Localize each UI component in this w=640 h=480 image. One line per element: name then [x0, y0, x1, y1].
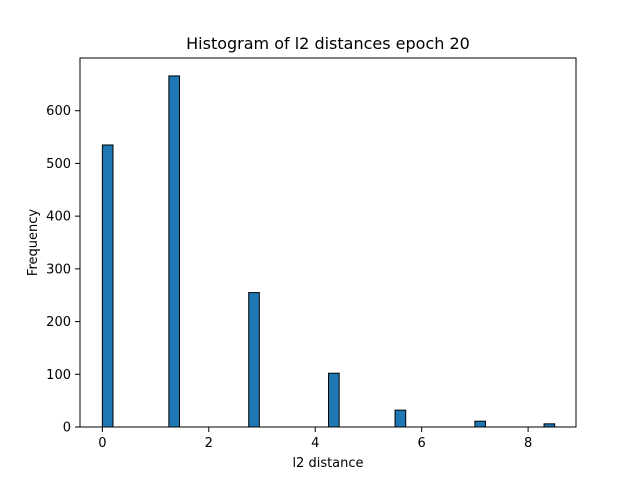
y-tick-label-200: 200 [46, 315, 71, 330]
y-tick-label-100: 100 [46, 368, 71, 383]
y-tick-label-400: 400 [46, 210, 71, 225]
x-axis-ticks: 0 2 4 6 8 [98, 427, 532, 451]
x-tick-label-2: 2 [205, 436, 213, 451]
y-tick-label-500: 500 [46, 157, 71, 172]
x-axis-label: l2 distance [292, 456, 363, 471]
histogram-bar-3 [328, 372, 340, 428]
x-tick-label-4: 4 [311, 436, 319, 451]
x-tick-label-8: 8 [524, 436, 532, 451]
histogram-bar-0 [101, 144, 114, 428]
histogram-bar-4 [394, 409, 407, 428]
histogram-bar-5 [474, 420, 487, 428]
y-tick-label-300: 300 [46, 262, 71, 277]
plot-frame [79, 57, 577, 428]
y-axis-label: Frequency [26, 209, 41, 276]
chart-title: Histogram of l2 distances epoch 20 [186, 34, 470, 53]
y-tick-label-600: 600 [46, 104, 71, 119]
histogram-bar-2 [248, 292, 260, 428]
x-tick-label-0: 0 [98, 436, 106, 451]
bars-group [101, 75, 556, 428]
y-axis-ticks: 0 100 200 300 400 500 600 [46, 104, 80, 436]
histogram-bar-1 [168, 75, 181, 428]
y-tick-label-0: 0 [63, 421, 71, 436]
x-tick-label-6: 6 [418, 436, 426, 451]
